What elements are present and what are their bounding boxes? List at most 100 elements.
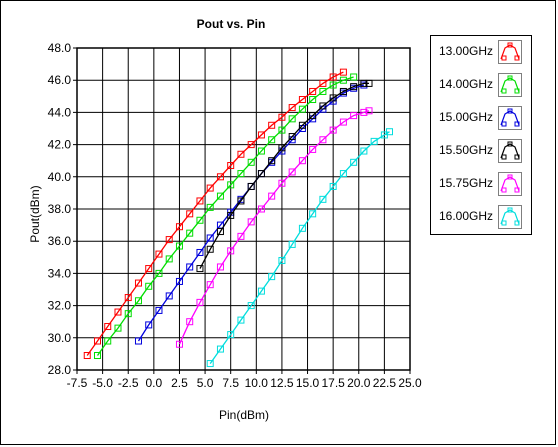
series-14.00GHz <box>93 73 358 360</box>
data-point <box>175 277 183 285</box>
data-point <box>165 236 173 244</box>
x-tick-label: 25.0 <box>398 376 422 390</box>
data-point <box>329 126 337 134</box>
data-point <box>93 337 101 345</box>
data-point <box>268 192 276 200</box>
data-point <box>104 323 112 331</box>
x-tick-label: -2.5 <box>118 376 139 390</box>
data-point <box>196 265 204 273</box>
x-tick-label: 15.0 <box>296 376 320 390</box>
data-point <box>165 292 173 300</box>
data-point <box>186 318 194 326</box>
data-point <box>145 282 153 290</box>
data-point <box>257 287 265 295</box>
data-point <box>216 192 224 200</box>
data-point <box>257 205 265 213</box>
series-line <box>86 71 344 356</box>
legend-label: 16.00GHz <box>439 209 494 223</box>
data-point <box>237 232 245 240</box>
y-tick-label: 32.0 <box>48 299 72 313</box>
legend-label: 13.00GHz <box>439 44 494 58</box>
data-point <box>227 247 235 255</box>
series-line <box>178 110 370 345</box>
data-point <box>350 83 358 91</box>
data-point <box>319 79 327 87</box>
x-tick-label: -5.0 <box>92 376 113 390</box>
data-point <box>288 133 296 141</box>
series-16.00GHz <box>206 128 394 368</box>
data-point <box>196 197 204 205</box>
data-point <box>319 136 327 144</box>
x-tick-label: 20.0 <box>347 376 371 390</box>
y-tick-label: 38.0 <box>48 202 72 216</box>
data-point <box>329 73 337 81</box>
data-point <box>309 145 317 153</box>
data-point <box>237 150 245 158</box>
data-point <box>278 144 286 152</box>
series-15.75GHz <box>175 107 373 348</box>
legend-label: 15.75GHz <box>439 176 494 190</box>
data-point <box>134 337 142 345</box>
x-tick-label: 12.5 <box>270 376 294 390</box>
data-point <box>257 147 265 155</box>
y-tick-label: 44.0 <box>48 105 72 119</box>
data-point <box>370 137 378 145</box>
legend: 13.00GHz 14.00GHz 15.00GHz 15.50GHz 15.75GHz… <box>430 35 532 235</box>
data-point <box>298 224 306 232</box>
legend-item: 16.00GHz <box>431 201 531 234</box>
data-point <box>165 255 173 263</box>
data-point <box>339 170 347 178</box>
y-tick-label: 40.0 <box>48 170 72 184</box>
x-tick-label: 0.0 <box>146 376 163 390</box>
y-tick-label: 36.0 <box>48 234 72 248</box>
data-point <box>268 273 276 281</box>
legend-label: 15.50GHz <box>439 143 494 157</box>
data-point <box>288 168 296 176</box>
data-point <box>339 118 347 126</box>
data-point <box>155 250 163 258</box>
legend-item: 13.00GHz <box>431 36 531 69</box>
y-tick-label: 46.0 <box>48 73 72 87</box>
data-point <box>268 121 276 129</box>
data-point <box>247 182 255 190</box>
data-point <box>216 228 224 236</box>
legend-item: 15.50GHz <box>431 135 531 168</box>
legend-item: 15.00GHz <box>431 102 531 135</box>
data-point <box>237 197 245 205</box>
data-point <box>206 360 214 368</box>
tick-labels: -7.5 -5.0 -2.5 0.0 2.5 5.0 7.5 10.0 12.5 15.0 17.5… <box>48 41 422 390</box>
data-point <box>237 316 245 324</box>
data-point <box>257 131 265 139</box>
data-point <box>247 141 255 149</box>
data-point <box>196 216 204 224</box>
data-point <box>227 181 235 189</box>
y-tick-label: 48.0 <box>48 41 72 55</box>
data-point <box>186 210 194 218</box>
data-point <box>124 310 132 318</box>
data-point <box>206 245 214 253</box>
data-point <box>114 308 122 316</box>
data-point <box>386 128 394 136</box>
data-point <box>83 352 91 360</box>
data-point <box>124 294 132 302</box>
legend-swatch-icon <box>498 205 522 229</box>
data-point <box>247 302 255 310</box>
data-point <box>175 340 183 348</box>
data-point <box>206 281 214 289</box>
data-point <box>145 321 153 329</box>
series-15.50GHz <box>196 79 373 273</box>
data-point <box>339 76 347 84</box>
data-point <box>134 297 142 305</box>
x-tick-label: 17.5 <box>321 376 345 390</box>
series-line <box>209 131 390 364</box>
data-point <box>309 210 317 218</box>
data-point <box>268 136 276 144</box>
x-tick-label: -7.5 <box>67 376 88 390</box>
legend-swatch-icon <box>498 73 522 97</box>
data-point <box>298 121 306 129</box>
data-point <box>216 263 224 271</box>
legend-item: 14.00GHz <box>431 69 531 102</box>
data-point <box>350 158 358 166</box>
data-point <box>329 81 337 89</box>
